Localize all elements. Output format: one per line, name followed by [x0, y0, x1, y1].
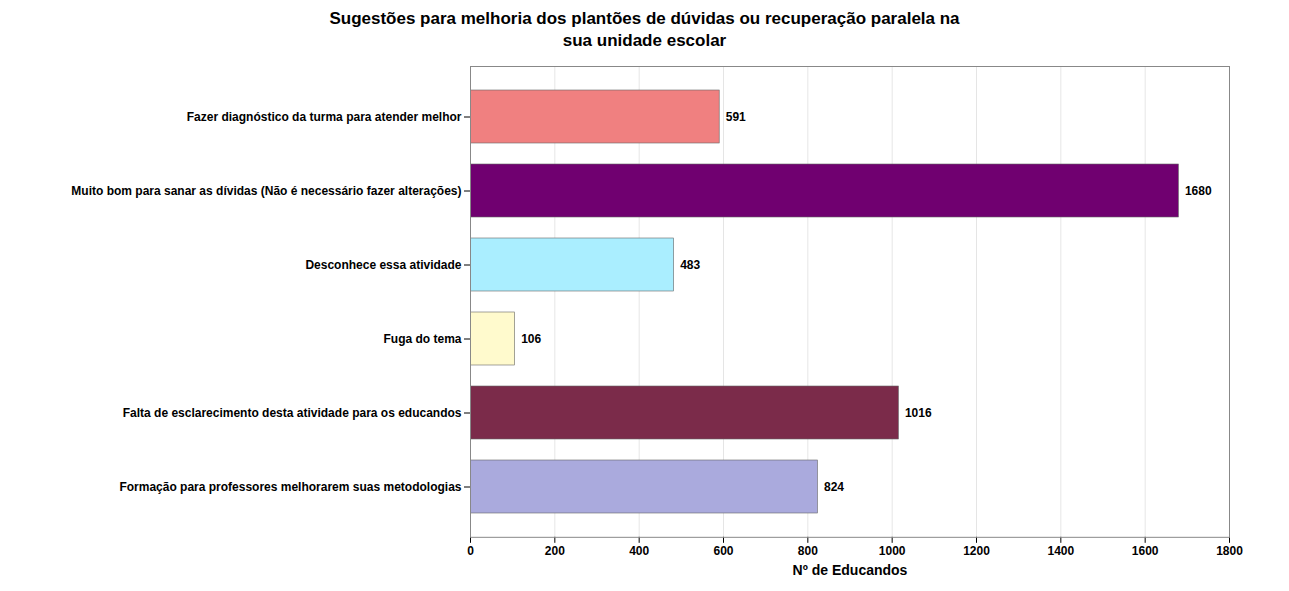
svg-text:Formação para professores melh: Formação para professores melhorarem sua… — [119, 480, 461, 494]
svg-text:Muito bom para sanar as dívida: Muito bom para sanar as dívidas (Não é n… — [71, 184, 461, 198]
svg-text:1600: 1600 — [1132, 544, 1159, 558]
html-text:Sugestões para melhoria dos pl: Sugestões para melhoria dos plantões de … — [329, 9, 960, 51]
svg-text:1200: 1200 — [963, 544, 990, 558]
svg-text:Fazer diagnóstico da turma par: Fazer diagnóstico da turma para atender … — [187, 110, 462, 124]
svg-text:400: 400 — [629, 544, 649, 558]
svg-text:591: 591 — [726, 110, 746, 124]
svg-text:0: 0 — [467, 544, 474, 558]
svg-text:106: 106 — [521, 332, 541, 346]
svg-text:800: 800 — [798, 544, 818, 558]
svg-text:1016: 1016 — [905, 406, 932, 420]
svg-text:824: 824 — [824, 480, 844, 494]
svg-text:Falta de esclarecimento desta: Falta de esclarecimento desta atividade … — [123, 406, 462, 420]
svg-text:600: 600 — [713, 544, 733, 558]
svg-text:Fuga do tema: Fuga do tema — [383, 332, 461, 346]
svg-text:1000: 1000 — [879, 544, 906, 558]
svg-text:1800: 1800 — [1216, 544, 1243, 558]
svg-text:200: 200 — [545, 544, 565, 558]
svg-text:Desconhece essa atividade: Desconhece essa atividade — [305, 258, 461, 272]
svg-text:483: 483 — [680, 258, 700, 272]
svg-text:1680: 1680 — [1185, 184, 1212, 198]
svg-text:1400: 1400 — [1047, 544, 1074, 558]
svg-text:Nº de Educandos: Nº de Educandos — [793, 563, 908, 579]
